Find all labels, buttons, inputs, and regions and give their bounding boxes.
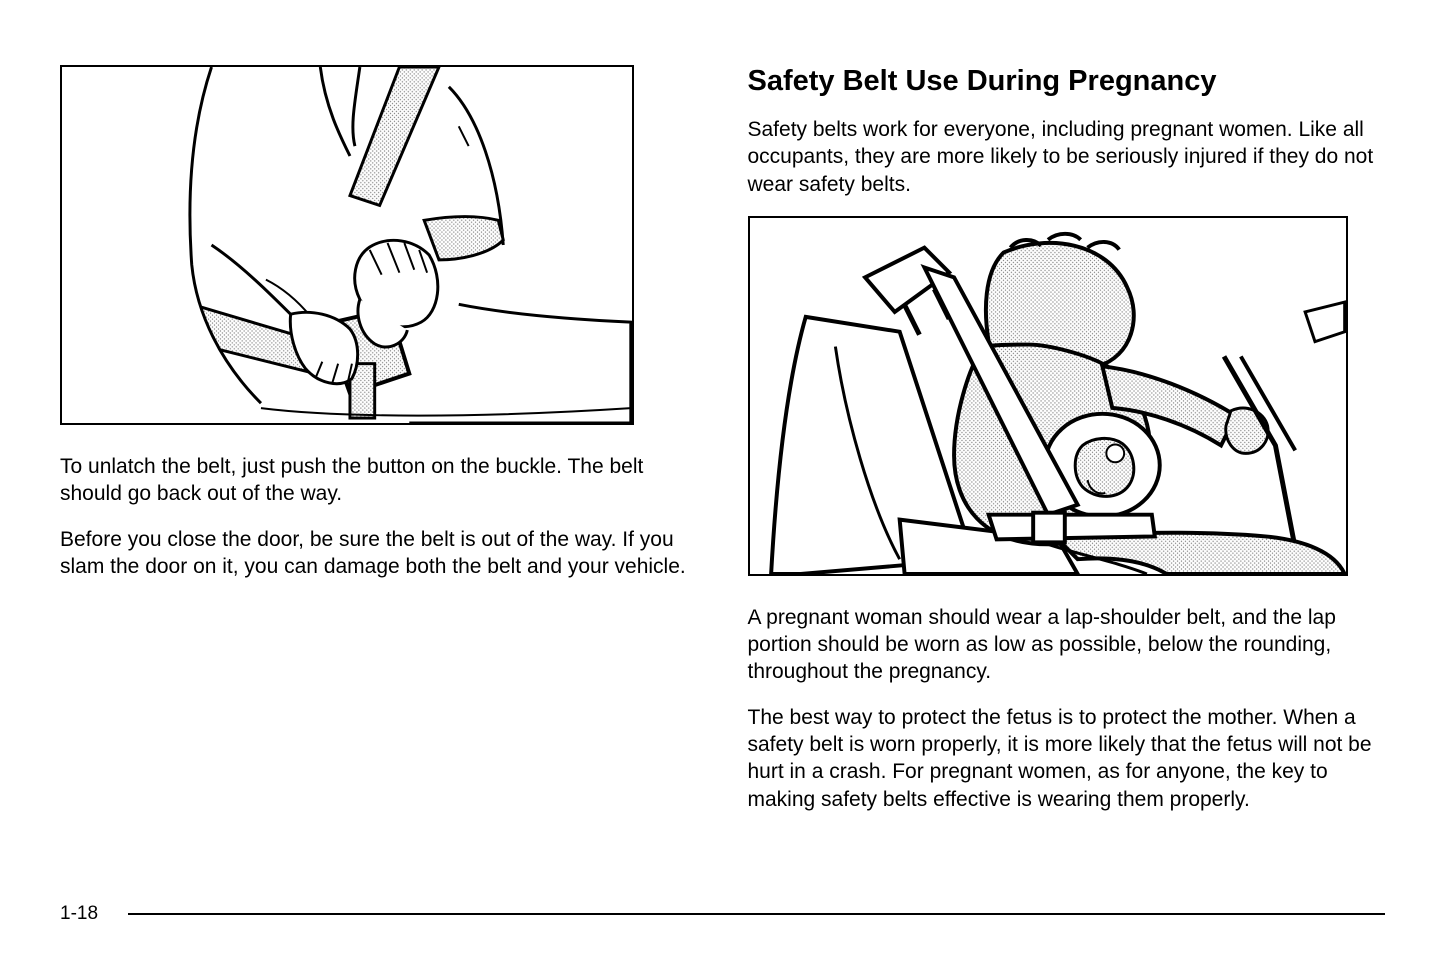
left-paragraph-2: Before you close the door, be sure the b… bbox=[60, 526, 698, 581]
right-intro-paragraph: Safety belts work for everyone, includin… bbox=[748, 116, 1386, 198]
left-paragraph-1: To unlatch the belt, just push the butto… bbox=[60, 453, 698, 508]
unlatch-belt-illustration bbox=[60, 65, 634, 425]
right-paragraph-2: The best way to protect the fetus is to … bbox=[748, 704, 1386, 813]
pregnancy-belt-svg bbox=[750, 218, 1346, 574]
pregnancy-belt-illustration bbox=[748, 216, 1348, 576]
unlatch-belt-svg bbox=[62, 67, 632, 423]
manual-page: To unlatch the belt, just push the butto… bbox=[0, 0, 1445, 871]
right-paragraph-1: A pregnant woman should wear a lap-shoul… bbox=[748, 604, 1386, 686]
right-column: Safety Belt Use During Pregnancy Safety … bbox=[748, 65, 1386, 831]
footer-rule bbox=[128, 913, 1385, 915]
page-footer: 1-18 bbox=[60, 903, 1385, 925]
page-number: 1-18 bbox=[60, 903, 98, 925]
left-column: To unlatch the belt, just push the butto… bbox=[60, 65, 698, 831]
section-heading: Safety Belt Use During Pregnancy bbox=[748, 65, 1386, 98]
